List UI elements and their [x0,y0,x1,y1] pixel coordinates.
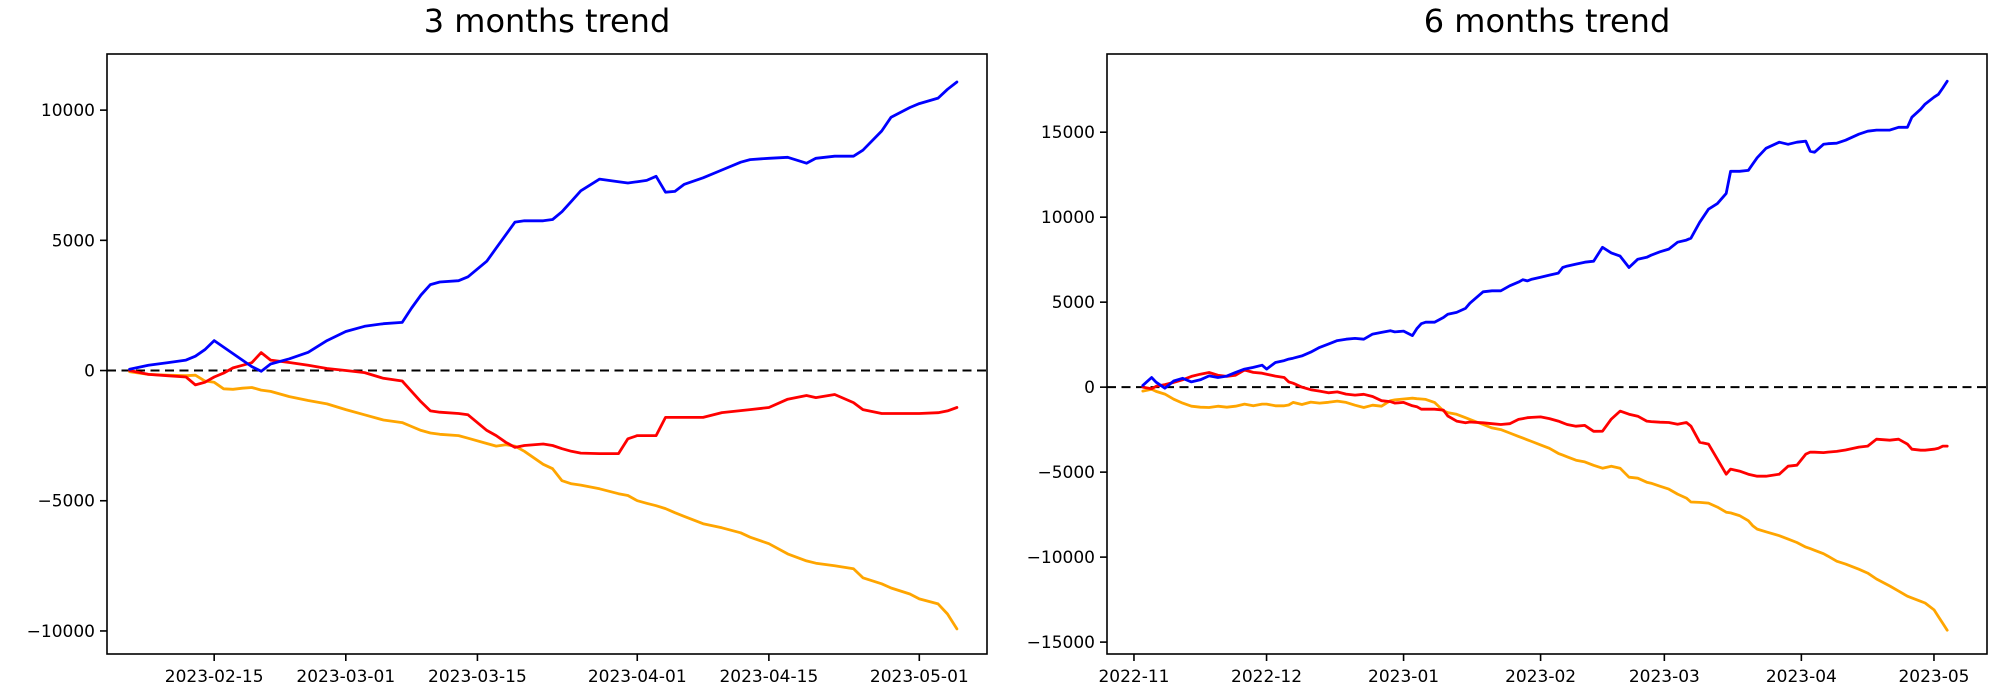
series-line-orange [1141,387,1949,632]
chart-3-months-trend: 3 months trend 10000 5000 0 −5000 −10000 2023… [27,2,988,687]
x-tick-label: 2023-02 [1505,667,1576,687]
plot-border [1106,53,1988,655]
plot-border [106,53,988,655]
plot-3-months: 10000 5000 0 −5000 −10000 2023-02-15 2023-03-0… [27,53,988,687]
series-line-red [128,351,959,456]
chart-6-months-trend: 6 months trend 15000 10000 5000 0 −5000 −1000… [1000,0,2000,700]
chart-title-6-months: 6 months trend [1423,2,1671,40]
y-tick-label: −15000 [1027,633,1095,653]
series-line-orange [128,370,959,631]
x-tick-label: 2023-04-15 [719,667,818,687]
x-tick-label: 2023-02-15 [165,667,264,687]
x-tick-label: 2023-05 [1898,667,1969,687]
y-tick-label: 5000 [1052,293,1095,313]
y-tick-label: 0 [1084,378,1095,398]
y-tick-label: 15000 [1041,123,1095,143]
y-tick-label: 0 [84,362,95,382]
x-tick-label: 2023-04 [1766,667,1837,687]
y-tick-label: 10000 [41,101,95,121]
y-tick-label: 5000 [52,231,95,251]
x-tick-label: 2023-05-01 [870,667,969,687]
y-tick-label: 10000 [1041,208,1095,228]
x-tick-label: 2023-03 [1629,667,1700,687]
series-line-blue [128,80,959,373]
y-tick-label: −10000 [27,622,95,642]
x-tick-label: 2023-01 [1368,667,1439,687]
chart-title-3-months: 3 months trend [423,2,671,40]
series-line-red [1141,368,1949,478]
y-tick-label: −10000 [1027,548,1095,568]
y-tick-label: −5000 [1037,463,1095,483]
x-tick-label: 2022-11 [1098,667,1169,687]
y-tick-label: −5000 [37,492,95,512]
x-tick-label: 2022-12 [1231,667,1302,687]
x-tick-label: 2023-04-01 [588,667,687,687]
x-tick-label: 2023-03-01 [296,667,395,687]
series-line-blue [1141,79,1949,390]
x-tick-label: 2023-03-15 [428,667,527,687]
